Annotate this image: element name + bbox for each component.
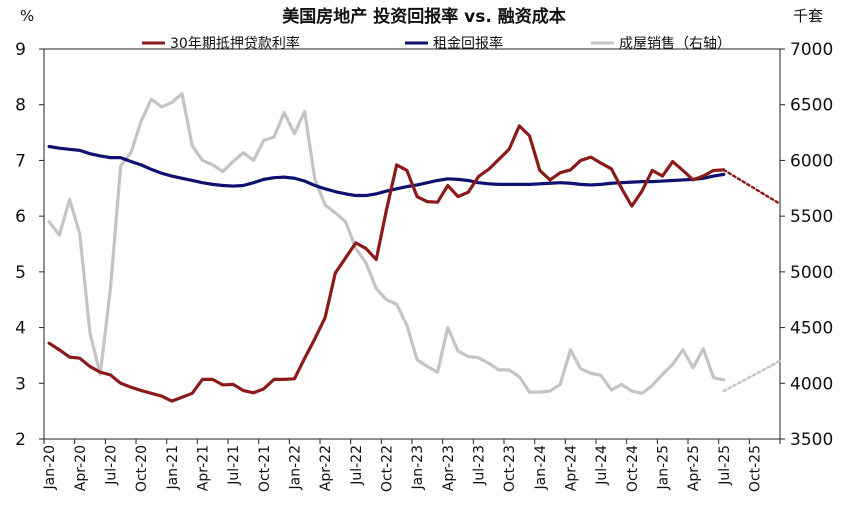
right-axis-unit: 千套 [793,7,823,25]
right-tick-label: 7000 [790,40,833,60]
x-tick-label: Apr-25 [686,445,702,491]
left-tick-label: 3 [15,374,26,394]
left-axis-unit: % [20,7,34,25]
x-tick-label: Oct-22 [379,445,395,492]
right-tick-label: 4500 [790,319,833,339]
x-tick-label: Jan-23 [410,445,426,490]
x-tick-label: Apr-24 [563,445,579,491]
x-tick-label: Oct-20 [134,445,150,492]
right-tick-label: 5500 [790,207,833,227]
x-tick-label: Jul-23 [471,445,487,486]
right-tick-label: 5000 [790,263,833,283]
x-tick-label: Jul-20 [103,445,119,486]
x-tick-label: Oct-21 [257,445,273,492]
forecast-line-existing-home-sales [722,359,782,393]
x-tick-label: Jan-21 [165,445,181,490]
series-line-rental-yield [47,144,726,198]
series-line-existing-home-sales [47,91,726,395]
x-tick-label: Jan-22 [287,445,303,490]
x-tick-label: Apr-23 [441,445,457,491]
left-tick-label: 4 [15,319,26,339]
legend-label-existing-home-sales: 成屋销售（右轴） [619,36,731,52]
x-tick-label: Apr-20 [73,445,89,491]
plot-frame [43,48,781,440]
x-tick-label: Oct-24 [625,445,641,492]
x-tick-label: Oct-23 [502,445,518,492]
title-layer: 美国房地产 投资回报率 vs. 融资成本 % 千套 [20,6,823,27]
legend-label-mortgage-rate: 30年期抵押贷款利率 [170,35,300,52]
x-tick-label: Jan-20 [42,445,58,490]
x-tick-label: Jan-25 [655,445,671,490]
right-tick-label: 4000 [790,374,833,394]
x-tick-label: Jul-25 [717,445,733,486]
right-tick-label: 3500 [790,430,833,450]
forecast-line-mortgage-rate [722,168,782,206]
right-tick-label: 6500 [790,96,833,116]
x-tick-label: Apr-21 [195,445,211,491]
axes: 2 3 4 5 6 7 8 9 3500 4000 4500 5000 5500 6000 6500 7000… [15,40,833,492]
x-tick-label: Jul-24 [594,445,610,486]
legend-label-rental-yield: 租金回报率 [433,35,503,52]
left-tick-label: 6 [15,207,26,227]
x-tick-label: Jan-24 [533,445,549,491]
left-tick-label: 9 [15,40,26,60]
series-line-mortgage-rate [47,124,726,403]
x-tick-label: Jul-22 [349,445,365,486]
left-tick-label: 2 [15,430,26,450]
x-tick-label: Oct-25 [747,445,763,492]
left-tick-label: 8 [15,96,26,116]
legend: 30年期抵押贷款利率 租金回报率 成屋销售（右轴） [142,35,731,52]
left-tick-label: 5 [15,263,26,283]
x-tick-label: Jul-21 [226,445,242,486]
right-tick-label: 6000 [790,151,833,171]
chart-title: 美国房地产 投资回报率 vs. 融资成本 [282,6,565,27]
series-layer [47,91,782,403]
left-tick-label: 7 [15,151,26,171]
x-tick-label: Apr-22 [318,445,334,491]
